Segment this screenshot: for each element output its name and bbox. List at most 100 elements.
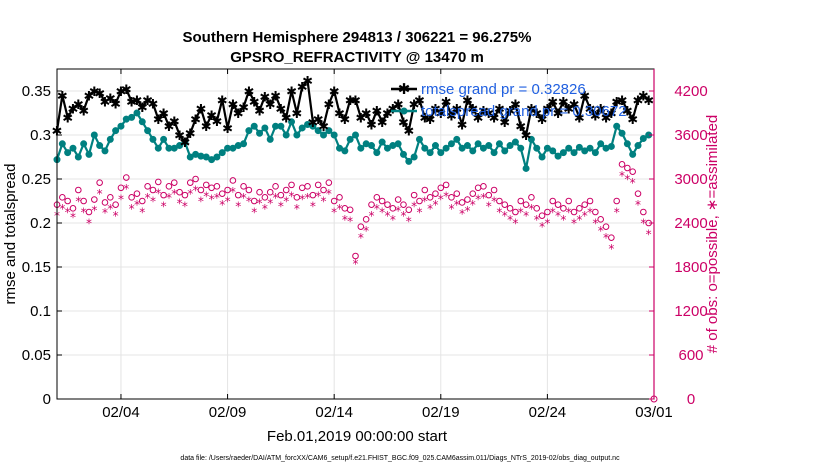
obs-assimilated-point: * (91, 203, 97, 217)
obs-possible-point (410, 191, 418, 199)
obs-possible-point (213, 183, 221, 190)
totalspread-point (522, 164, 530, 172)
obs-assimilated-point: * (528, 202, 534, 216)
rmse-point: ✱ (419, 111, 430, 126)
rmse-point: ✱ (601, 111, 612, 126)
obs-possible-point (400, 201, 407, 208)
totalspread-point (453, 135, 461, 143)
obs-possible-point (549, 197, 557, 205)
rmse-point: ✱ (345, 94, 356, 109)
obs-possible-point (517, 197, 525, 205)
obs-possible-point (533, 205, 541, 212)
obs-possible-point (186, 179, 194, 186)
totalspread-point (538, 153, 546, 161)
totalspread-point (474, 140, 482, 148)
obs-possible-point (437, 184, 445, 192)
obs-possible-point (496, 197, 503, 205)
totalspread-point (138, 118, 146, 126)
rmse-point: ✱ (147, 97, 158, 112)
obs-assimilated-point: * (187, 187, 193, 201)
obs-assimilated-point: * (608, 242, 614, 256)
obs-possible-point (352, 252, 359, 260)
obs-possible-point (362, 216, 370, 223)
totalspread-point (64, 149, 72, 157)
y-axis-right: 0 600 1200 1800 2400 3000 3600 4200 (649, 69, 708, 408)
x-tick-label: 02/14 (315, 404, 353, 421)
obs-possible-point (442, 181, 450, 189)
totalspread-point (543, 144, 551, 152)
y-right-tick-label: 4200 (674, 83, 707, 100)
obs-assimilated-point: * (97, 187, 103, 201)
rmse-point: ✱ (254, 104, 265, 119)
totalspread-point (341, 147, 349, 155)
totalspread-point (106, 135, 114, 143)
obs-assimilated-point: * (603, 231, 609, 245)
totalspread-point (208, 156, 216, 164)
totalspread-point (639, 135, 647, 143)
obs-assimilated-point: * (246, 195, 252, 209)
totalspread-point (277, 122, 285, 130)
obs-possible-point (378, 197, 386, 205)
totalspread-point (202, 153, 210, 161)
obs-assimilated-point: * (86, 217, 92, 231)
x-tick-label: 02/24 (529, 404, 567, 421)
obs-assimilated-point: * (65, 206, 71, 220)
x-axis-label: Feb.01,2019 00:00:00 start (267, 428, 448, 445)
obs-assimilated-point: * (331, 206, 337, 220)
totalspread-point (607, 142, 615, 150)
rmse-point: ✱ (451, 103, 462, 118)
rmse-point: ✱ (457, 118, 468, 133)
totalspread-point (112, 127, 120, 135)
rmse-point: ✱ (526, 103, 537, 118)
obs-assimilated-point: * (507, 213, 513, 227)
obs-possible-point (325, 179, 333, 186)
obs-assimilated-point: * (342, 213, 348, 227)
obs-possible-point (282, 186, 290, 194)
totalspread-point (501, 147, 509, 155)
obs-possible-point (101, 199, 109, 206)
obs-possible-point (138, 197, 146, 205)
totalspread-point (613, 122, 621, 130)
obs-possible-point (181, 191, 189, 199)
totalspread-point (517, 144, 525, 152)
totalspread-point (58, 140, 66, 148)
totalspread-point (463, 142, 471, 150)
rmse-point: ✱ (169, 115, 180, 130)
obs-assimilated-point: * (278, 200, 284, 214)
obs-assimilated-point: * (59, 202, 65, 216)
obs-possible-point (448, 194, 455, 201)
totalspread-point (320, 131, 328, 139)
obs-assimilated-point: * (502, 209, 508, 223)
obs-possible-point (464, 196, 471, 203)
rmse-point: ✱ (329, 85, 340, 100)
obs-assimilated-point: * (368, 209, 374, 223)
rmse-point: ✱ (243, 85, 254, 100)
rmse-point: ✱ (355, 111, 366, 126)
obs-assimilated-point: * (166, 191, 172, 205)
obs-assimilated-point: * (635, 198, 641, 212)
totalspread-point (240, 140, 248, 148)
obs-possible-point (261, 194, 269, 201)
rmse-point: ✱ (195, 103, 206, 118)
y-right-tick-label: 2400 (674, 215, 707, 232)
obs-possible-point (592, 208, 599, 216)
obs-possible-point (320, 186, 327, 194)
rmse-point: ✱ (617, 94, 628, 109)
obs-assimilated-point: * (384, 209, 390, 223)
obs-possible-point (330, 197, 338, 205)
obs-possible-point (624, 164, 631, 172)
rmse-point: ✱ (57, 89, 68, 104)
rmse-point: ✱ (110, 97, 121, 112)
totalspread-point (176, 142, 184, 150)
totalspread-point (117, 122, 125, 130)
totalspread-point (394, 140, 402, 148)
rmse-point: ✱ (105, 92, 116, 107)
obs-assimilated-point: * (454, 198, 460, 212)
totalspread-point (293, 131, 301, 139)
rmse-point: ✱ (473, 111, 484, 126)
obs-assimilated-point: * (411, 200, 417, 214)
rmse-point: ✱ (302, 74, 313, 89)
obs-assimilated-point: * (459, 207, 465, 221)
totalspread-point (421, 144, 429, 152)
footnote: data file: /Users/raeder/DAI/ATM_forcXX/… (180, 455, 620, 462)
